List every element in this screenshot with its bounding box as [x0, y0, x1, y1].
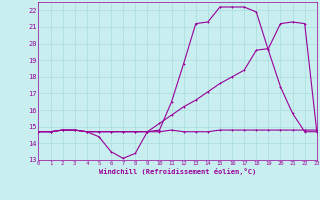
X-axis label: Windchill (Refroidissement éolien,°C): Windchill (Refroidissement éolien,°C) [99, 168, 256, 175]
